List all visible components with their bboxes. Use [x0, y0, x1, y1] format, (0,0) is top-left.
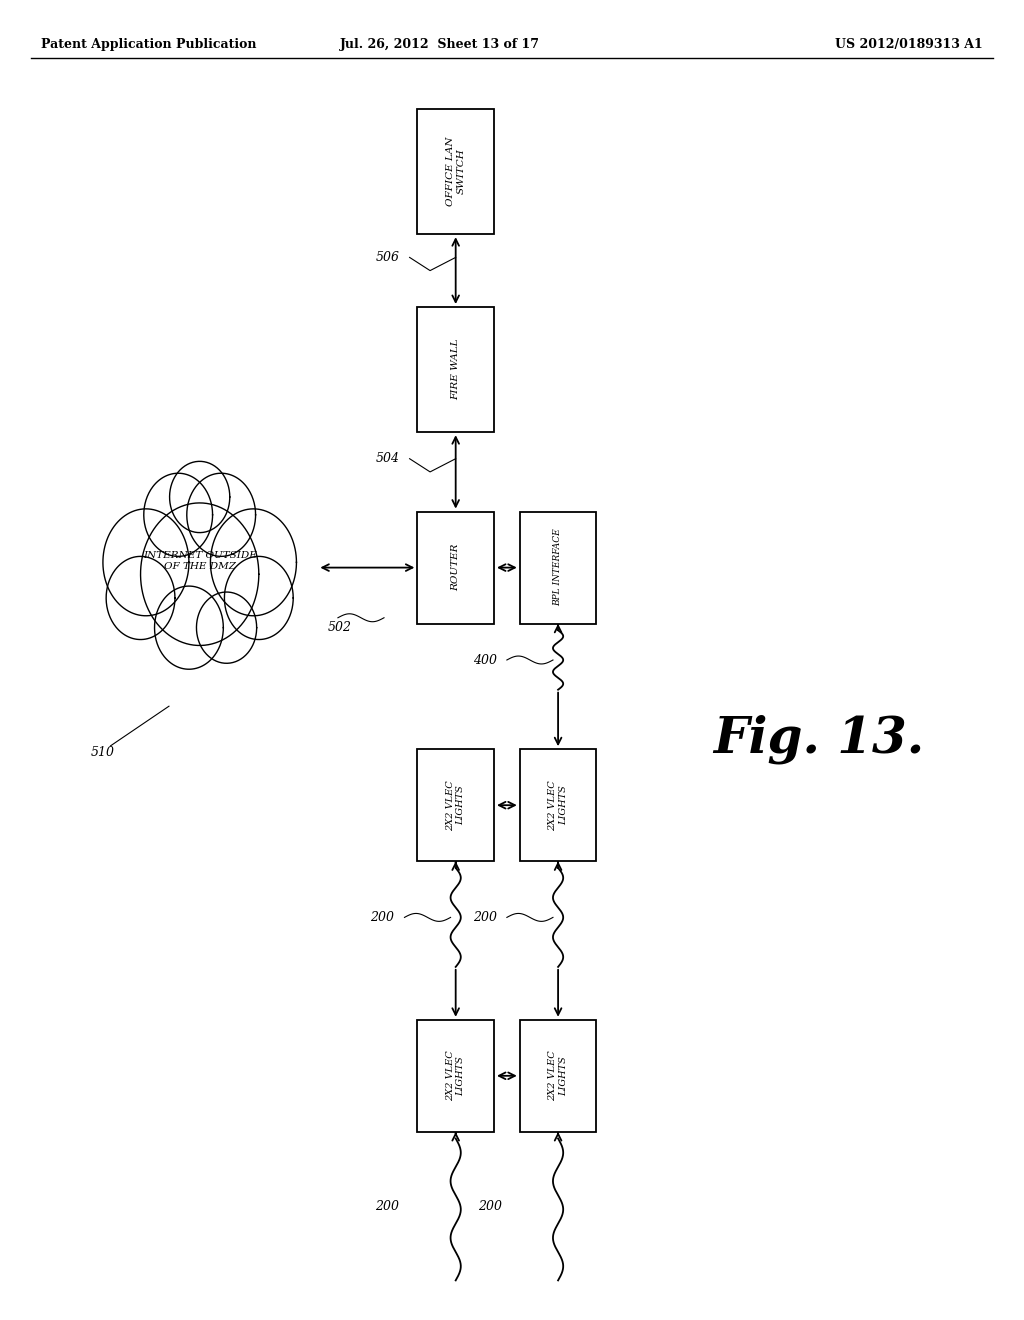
Bar	[418, 1020, 495, 1133]
Text: 2X2 VLEC
LIGHTS: 2X2 VLEC LIGHTS	[446, 1051, 465, 1101]
Bar	[418, 308, 495, 433]
Text: 504: 504	[376, 453, 399, 465]
Text: ROUTER: ROUTER	[452, 544, 460, 591]
Ellipse shape	[102, 510, 189, 615]
Text: Fig. 13.: Fig. 13.	[714, 714, 925, 764]
Text: 502: 502	[328, 620, 351, 634]
Bar	[520, 748, 596, 861]
Text: 2X2 VLEC
LIGHTS: 2X2 VLEC LIGHTS	[549, 780, 567, 830]
Text: OFFICE LAN
SWITCH: OFFICE LAN SWITCH	[446, 137, 465, 206]
Ellipse shape	[155, 586, 223, 669]
Ellipse shape	[186, 474, 256, 557]
Bar	[418, 748, 495, 861]
Text: BPL INTERFACE: BPL INTERFACE	[554, 529, 562, 606]
Text: US 2012/0189313 A1: US 2012/0189313 A1	[836, 38, 983, 51]
Text: 200: 200	[478, 1200, 502, 1213]
Bar	[520, 512, 596, 624]
Ellipse shape	[106, 557, 175, 640]
Text: FIRE WALL: FIRE WALL	[452, 339, 460, 400]
Ellipse shape	[211, 510, 297, 615]
Text: 2X2 VLEC
LIGHTS: 2X2 VLEC LIGHTS	[549, 1051, 567, 1101]
Text: Jul. 26, 2012  Sheet 13 of 17: Jul. 26, 2012 Sheet 13 of 17	[340, 38, 541, 51]
Ellipse shape	[143, 474, 213, 557]
Text: 200: 200	[371, 911, 394, 924]
Ellipse shape	[197, 591, 257, 664]
Ellipse shape	[224, 557, 293, 640]
Text: 400: 400	[473, 653, 497, 667]
Text: Patent Application Publication: Patent Application Publication	[41, 38, 256, 51]
Ellipse shape	[170, 462, 229, 532]
Bar	[418, 110, 495, 235]
Bar	[418, 512, 495, 624]
Text: 506: 506	[376, 251, 399, 264]
Bar	[520, 1020, 596, 1133]
Ellipse shape	[140, 503, 259, 645]
Text: 200: 200	[376, 1200, 399, 1213]
Text: 2X2 VLEC
LIGHTS: 2X2 VLEC LIGHTS	[446, 780, 465, 830]
Text: INTERNET OUTSIDE
OF THE DMZ: INTERNET OUTSIDE OF THE DMZ	[142, 552, 257, 570]
Text: 510: 510	[90, 746, 115, 759]
Text: 200: 200	[473, 911, 497, 924]
